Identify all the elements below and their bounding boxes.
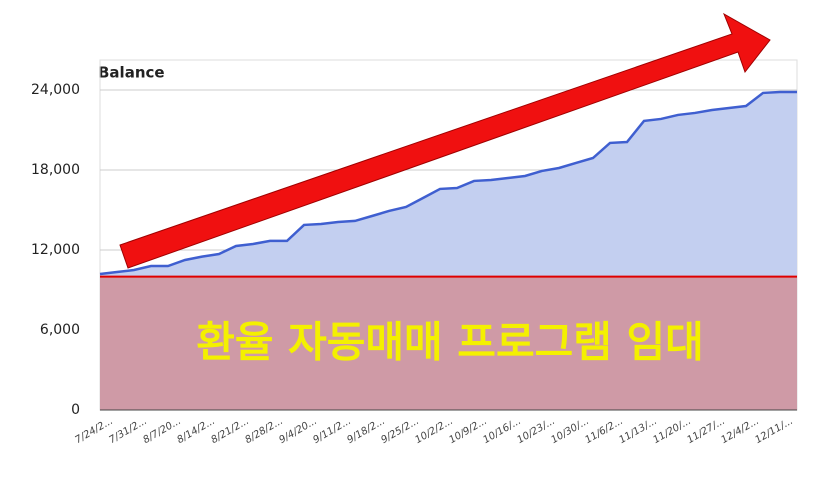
y-tick-label: 0	[71, 402, 80, 418]
reference-region	[100, 276, 797, 410]
x-tick-label: 11/27/...	[685, 416, 727, 446]
x-tick-label: 10/16/...	[481, 416, 523, 446]
x-tick-label: 8/28/2...	[243, 416, 285, 446]
x-tick-label: 10/30/...	[549, 416, 591, 446]
y-tick-label: 24,000	[31, 82, 80, 98]
x-tick-label: 9/18/2...	[345, 416, 387, 446]
x-tick-label: 9/11/2...	[311, 416, 353, 446]
x-tick-label: 7/24/2...	[73, 416, 115, 446]
plot-area: 0 6,000 12,000 18,000 24,000 7/24/2...7/31/2.…	[31, 59, 798, 446]
x-tick-label: 11/20/...	[651, 416, 693, 446]
x-tick-label: 12/4/2...	[719, 416, 761, 446]
x-tick-label: 8/14/2...	[175, 416, 217, 446]
x-tick-label: 10/9/2...	[447, 416, 489, 446]
x-tick-label: 11/6/2...	[583, 416, 625, 446]
x-tick-label: 12/11/...	[753, 416, 795, 446]
y-tick-label: 18,000	[31, 162, 80, 178]
x-tick-label: 8/7/20...	[141, 416, 183, 446]
annotation: 환율 자동매매 프로그램 임대	[196, 318, 704, 367]
y-tick-label: 12,000	[31, 242, 80, 258]
x-tick-label: 11/13/...	[617, 416, 659, 446]
x-tick-label: 8/21/2...	[209, 416, 251, 446]
x-tick-label: 10/2/2...	[413, 416, 455, 446]
x-tick-label: 7/31/2...	[107, 416, 149, 446]
area-line	[99, 90, 797, 276]
x-tick-label: 10/23/...	[515, 416, 557, 446]
chart-title: Balance	[98, 64, 165, 82]
y-tick-label: 6,000	[40, 322, 80, 338]
trend-arrow	[119, 12, 771, 269]
x-tick-label: 9/4/20...	[277, 416, 319, 446]
x-tick-label: 9/25/2...	[379, 416, 421, 446]
